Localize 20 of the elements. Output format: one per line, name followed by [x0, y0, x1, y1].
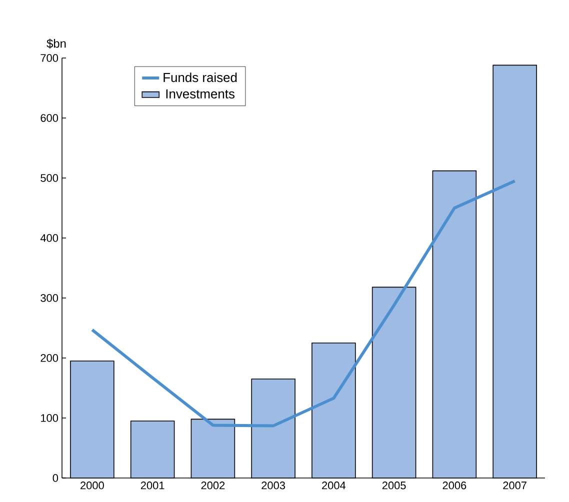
- y-tick-label: 700: [40, 54, 58, 62]
- x-tick-label: 2001: [140, 482, 164, 490]
- x-tick-label: 2000: [80, 482, 104, 490]
- y-tick-label: 0: [52, 474, 58, 482]
- y-tick-label: 600: [40, 114, 58, 122]
- y-tick-label: 200: [40, 354, 58, 362]
- line-series: [90, 180, 516, 428]
- x-tick-label: 2004: [322, 482, 346, 490]
- x-tick-label: 2003: [262, 482, 286, 490]
- y-tick-label: 100: [41, 414, 58, 422]
- y-axis-title: $bn: [46, 38, 66, 48]
- y-tick-label: 400: [40, 234, 58, 242]
- x-tick-label: 2005: [382, 482, 406, 490]
- y-tick-label: 500: [40, 174, 58, 182]
- legend-label: Investments: [166, 89, 234, 98]
- legend-label: Funds raised: [164, 72, 237, 82]
- x-tick-label: 2002: [201, 482, 225, 490]
- x-tick-label: 2007: [503, 482, 526, 490]
- x-tick-label: 2006: [442, 482, 466, 490]
- y-tick-label: 300: [40, 294, 58, 302]
